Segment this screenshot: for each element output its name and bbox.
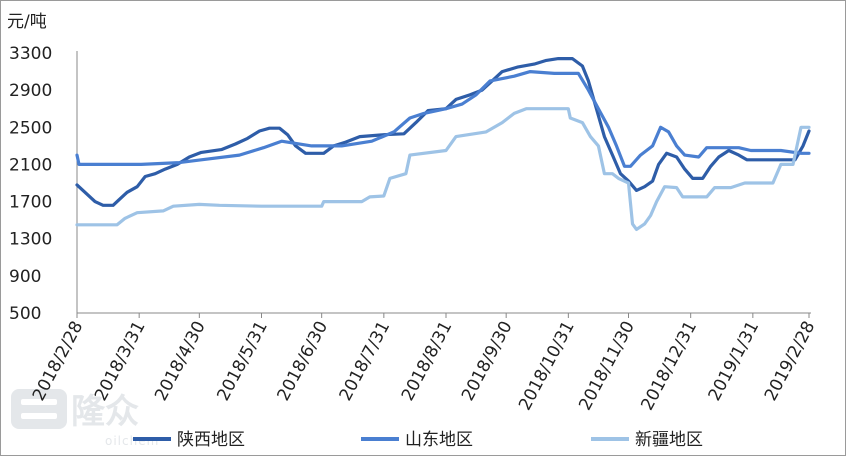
x-tick-label: 2018/9/30	[458, 318, 517, 404]
x-tick-labels: 2018/2/28 2018/3/31 2018/4/30 2018/5/31 2018…	[29, 318, 820, 414]
y-tick-label: 2500	[9, 118, 52, 138]
y-tick-label: 500	[9, 304, 41, 324]
y-tick-label: 1700	[9, 193, 52, 213]
legend-label-2: 山东地区	[405, 430, 473, 450]
y-tick-label: 1300	[9, 230, 52, 250]
legend-label-3: 新疆地区	[635, 430, 703, 450]
x-tick-label: 2018/12/31	[637, 318, 701, 414]
x-tick-label: 2018/7/31	[336, 318, 395, 404]
chart-axes	[76, 51, 811, 318]
y-tick-labels: 500 900 1300 1700 2100 2500 2900 3300	[9, 44, 52, 324]
x-tick-label: 2018/11/30	[575, 318, 639, 414]
chart-legend: 陕西地区 山东地区 新疆地区	[133, 430, 703, 450]
x-tick-label: 2019/1/31	[705, 318, 764, 404]
y-tick-label: 900	[9, 267, 41, 287]
y-tick-label: 2900	[9, 81, 52, 101]
legend-label-1: 陕西地区	[177, 430, 245, 450]
x-tick-label: 2018/10/31	[515, 318, 579, 414]
x-tick-label: 2018/8/31	[398, 318, 457, 404]
x-tick-label: 2018/4/30	[151, 318, 210, 404]
x-tick-label: 2018/5/31	[213, 318, 272, 404]
series-line-1	[75, 57, 811, 207]
series-line-2	[75, 70, 811, 168]
y-tick-label: 3300	[9, 44, 52, 64]
y-axis-unit-label: 元/吨	[7, 12, 47, 32]
x-tick-label: 2018/6/30	[273, 318, 332, 404]
y-tick-label: 2100	[9, 155, 52, 175]
series-line-3	[75, 107, 811, 231]
series-lines	[75, 57, 811, 231]
x-tick-label: 2019/2/28	[761, 318, 820, 404]
oilchem-watermark: 隆众 oilchem	[11, 389, 158, 448]
watermark-logo-text: 隆众	[71, 392, 139, 432]
